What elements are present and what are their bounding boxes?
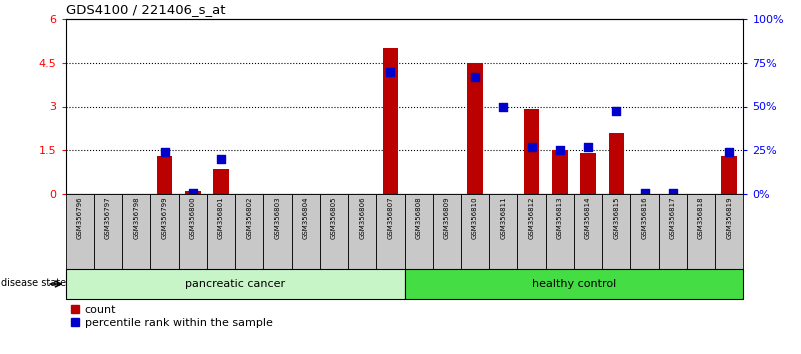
Bar [213, 169, 229, 194]
Text: GSM356819: GSM356819 [727, 196, 732, 239]
Bar [264, 194, 292, 269]
Text: GSM356815: GSM356815 [614, 196, 619, 239]
Bar [524, 109, 539, 194]
Text: GSM356808: GSM356808 [416, 196, 421, 239]
Bar [348, 194, 376, 269]
Text: GSM356816: GSM356816 [642, 196, 647, 239]
Bar [686, 194, 715, 269]
Bar [433, 194, 461, 269]
Bar [545, 194, 574, 269]
Bar [66, 269, 405, 299]
Text: GSM356798: GSM356798 [133, 196, 139, 239]
Point [638, 190, 651, 195]
Text: GSM356797: GSM356797 [105, 196, 111, 239]
Text: GSM356809: GSM356809 [444, 196, 450, 239]
Bar [630, 194, 658, 269]
Bar [185, 191, 200, 194]
Point [187, 190, 199, 195]
Bar [179, 194, 207, 269]
Text: pancreatic cancer: pancreatic cancer [185, 279, 285, 289]
Point [215, 156, 227, 162]
Point [553, 147, 566, 153]
Point [384, 69, 396, 74]
Bar [235, 194, 264, 269]
Text: GSM356803: GSM356803 [275, 196, 280, 239]
Bar [405, 269, 743, 299]
Text: GSM356810: GSM356810 [472, 196, 478, 239]
Text: GSM356805: GSM356805 [331, 196, 337, 239]
Legend: count, percentile rank within the sample: count, percentile rank within the sample [71, 304, 272, 327]
Point [525, 144, 538, 150]
Bar [609, 133, 624, 194]
Bar [320, 194, 348, 269]
Text: GSM356813: GSM356813 [557, 196, 563, 239]
Text: GSM356799: GSM356799 [162, 196, 167, 239]
Bar [602, 194, 630, 269]
Bar [292, 194, 320, 269]
Point [497, 104, 509, 109]
Text: GSM356812: GSM356812 [529, 196, 534, 239]
Bar [722, 156, 737, 194]
Text: GSM356802: GSM356802 [246, 196, 252, 239]
Text: GSM356796: GSM356796 [77, 196, 83, 239]
Text: GSM356818: GSM356818 [698, 196, 704, 239]
Text: GSM356806: GSM356806 [359, 196, 365, 239]
Text: GDS4100 / 221406_s_at: GDS4100 / 221406_s_at [66, 4, 225, 16]
Text: GSM356800: GSM356800 [190, 196, 195, 239]
Text: GSM356807: GSM356807 [388, 196, 393, 239]
Bar [66, 194, 94, 269]
Point [582, 144, 594, 150]
Bar [207, 194, 235, 269]
Text: GSM356811: GSM356811 [501, 196, 506, 239]
Bar [552, 150, 568, 194]
Bar [157, 156, 172, 194]
Point [158, 149, 171, 155]
Text: GSM356801: GSM356801 [218, 196, 224, 239]
Bar [489, 194, 517, 269]
Bar [517, 194, 545, 269]
Bar [658, 194, 686, 269]
Text: healthy control: healthy control [532, 279, 616, 289]
Bar [467, 63, 483, 194]
Point [469, 74, 481, 80]
Text: disease state: disease state [2, 278, 66, 287]
Bar [580, 153, 596, 194]
Bar [405, 194, 433, 269]
Bar [383, 48, 398, 194]
Point [610, 108, 622, 114]
Bar [94, 194, 122, 269]
Bar [715, 194, 743, 269]
Bar [574, 194, 602, 269]
Bar [151, 194, 179, 269]
Bar [461, 194, 489, 269]
Bar [376, 194, 405, 269]
Point [723, 149, 735, 155]
Text: GSM356804: GSM356804 [303, 196, 308, 239]
Bar [122, 194, 151, 269]
Point [666, 190, 679, 195]
Text: GSM356817: GSM356817 [670, 196, 676, 239]
Text: GSM356814: GSM356814 [585, 196, 591, 239]
